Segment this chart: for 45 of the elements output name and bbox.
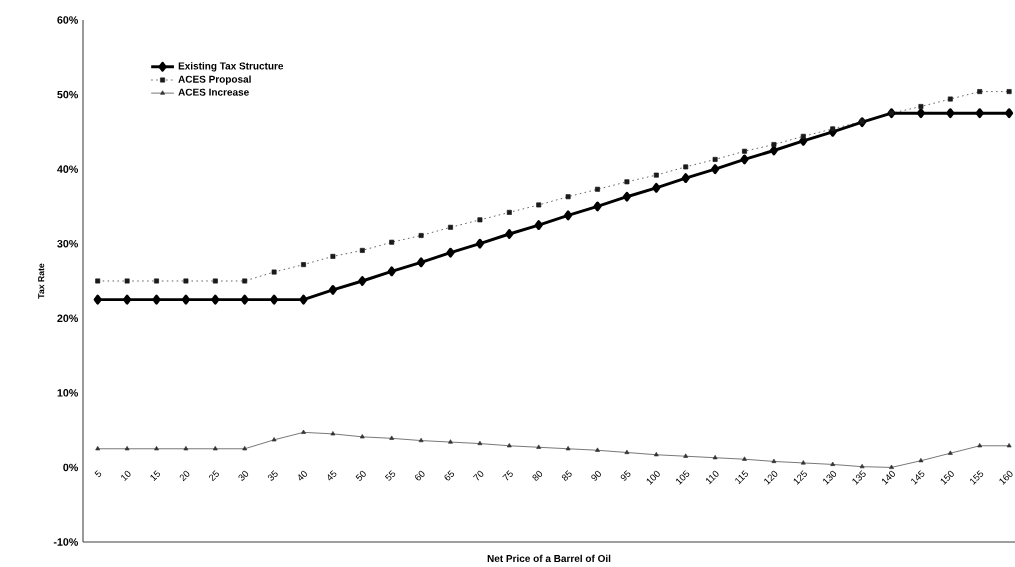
x-tick-label: 120 <box>764 470 778 485</box>
x-tick-label: 150 <box>940 470 954 485</box>
x-tick-label: 105 <box>676 470 690 485</box>
x-tick-label: 25 <box>209 470 219 482</box>
y-tick-label: -10% <box>53 538 79 546</box>
x-tick-label: 135 <box>852 470 866 485</box>
x-tick-label: 90 <box>591 470 601 481</box>
x-tick-label: 100 <box>646 470 660 485</box>
x-tick-label: 75 <box>502 470 513 481</box>
y-tick-label: 60% <box>57 16 79 24</box>
y-axis-title: Tax Rate <box>38 263 45 299</box>
x-tick-label: 155 <box>970 470 984 485</box>
x-tick-label: 5 <box>94 470 102 477</box>
x-tick-label: 145 <box>911 470 925 485</box>
y-tick-label: 10% <box>57 389 79 397</box>
x-tick-label: 30 <box>238 470 249 481</box>
x-tick-label: 80 <box>532 470 543 481</box>
legend-label: ACES Increase <box>178 88 249 96</box>
x-tick-label: 55 <box>384 470 396 481</box>
x-tick-label: 115 <box>735 470 748 485</box>
x-tick-label: 60 <box>415 470 425 481</box>
x-tick-label: 160 <box>999 470 1013 485</box>
x-tick-label: 40 <box>298 470 307 481</box>
y-tick-label: 20% <box>57 314 79 323</box>
x-axis-title: Net Price of a Barrel of Oil <box>487 554 611 563</box>
x-tick-label: 20 <box>179 470 190 482</box>
x-tick-label: 10 <box>121 470 131 482</box>
y-tick-label: 50% <box>57 90 79 99</box>
y-tick-label: 40% <box>57 165 79 173</box>
y-tick-label: 30% <box>57 239 79 248</box>
x-tick-label: 125 <box>793 470 807 485</box>
x-tick-label: 110 <box>706 470 719 485</box>
x-tick-label: 95 <box>620 470 631 481</box>
x-tick-label: 130 <box>823 470 837 485</box>
x-tick-label: 15 <box>150 470 160 482</box>
y-tick-label: 0% <box>63 463 79 472</box>
legend-label: Existing Tax Structure <box>178 62 284 72</box>
x-tick-label: 50 <box>355 470 366 481</box>
legend-label: ACES Proposal <box>178 75 251 85</box>
x-tick-label: 35 <box>267 470 278 481</box>
x-tick-label: 70 <box>472 470 484 481</box>
x-tick-label: 45 <box>327 470 337 481</box>
x-tick-label: 65 <box>444 470 455 481</box>
x-tick-label: 85 <box>561 470 572 481</box>
x-tick-label: 140 <box>881 470 895 485</box>
